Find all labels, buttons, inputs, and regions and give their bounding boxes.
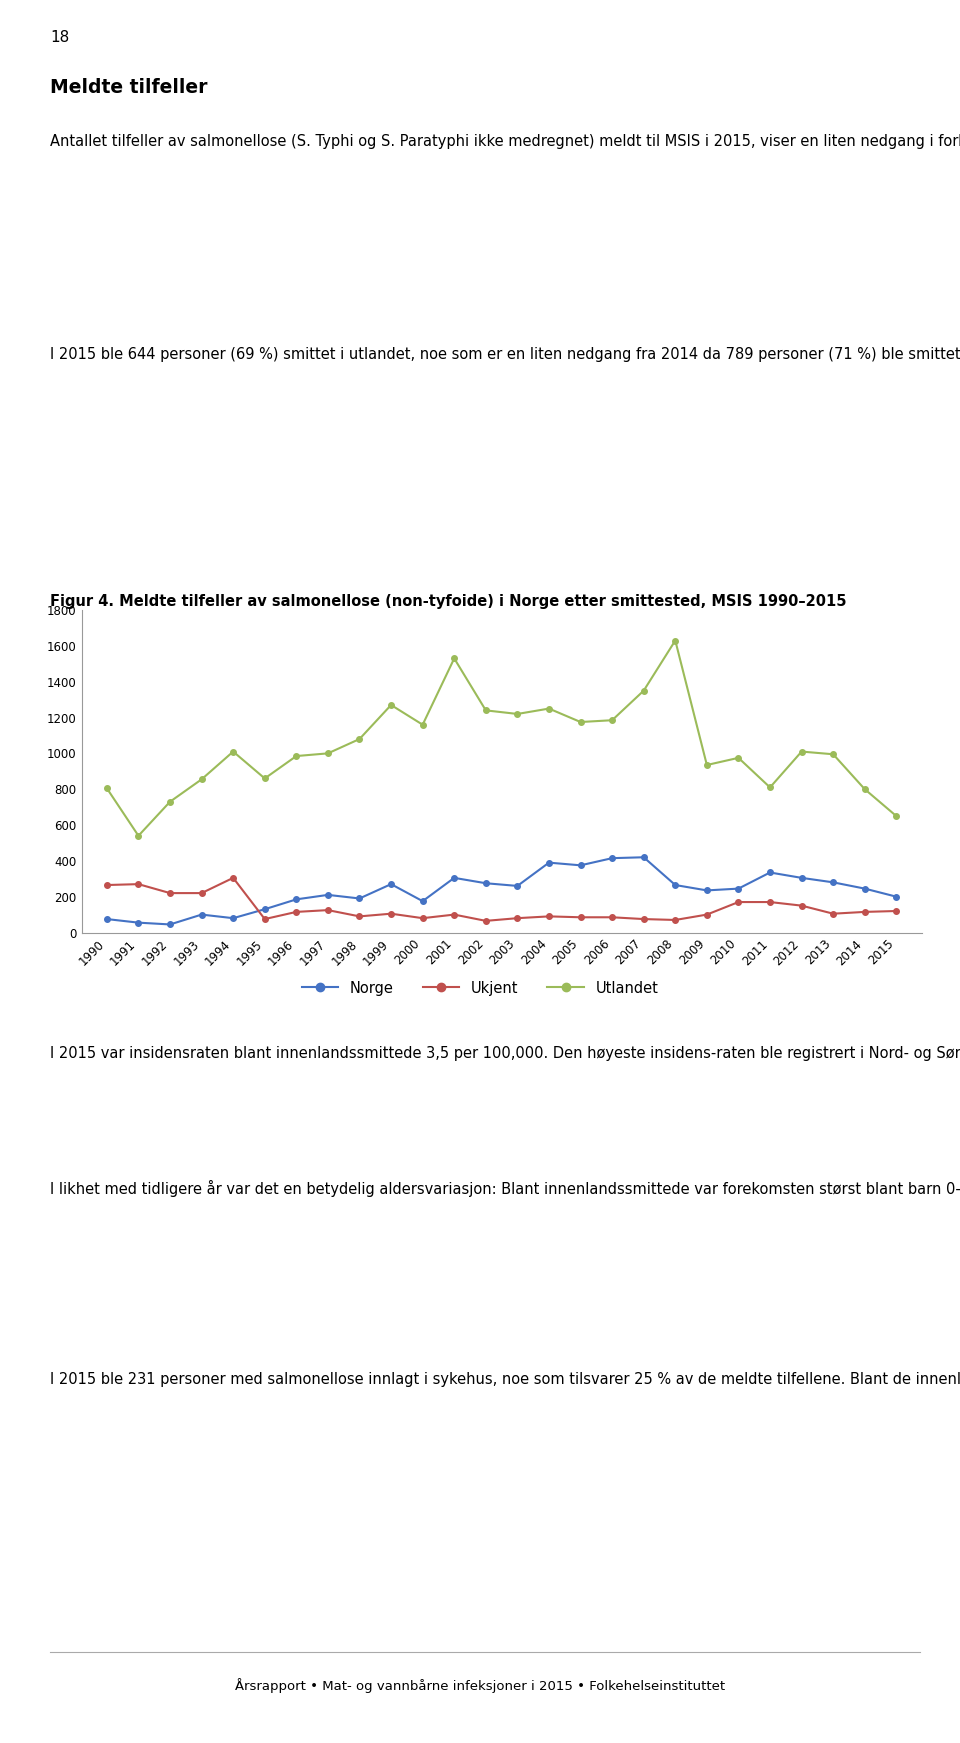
Ukjent <box>796 896 807 917</box>
Ukjent <box>575 906 587 927</box>
Utlandet <box>859 779 871 800</box>
Ukjent <box>701 905 712 926</box>
Utlandet <box>638 680 650 701</box>
Text: Årsrapport • Mat- og vannbårne infeksjoner i 2015 • Folkehelseinstituttet: Årsrapport • Mat- og vannbårne infeksjon… <box>235 1679 725 1692</box>
Utlandet <box>669 629 681 650</box>
Norge <box>228 908 239 929</box>
Norge <box>669 875 681 896</box>
Norge <box>512 875 523 896</box>
Norge <box>764 863 776 884</box>
Ukjent <box>417 908 428 929</box>
Ukjent <box>764 892 776 913</box>
Legend: Norge, Ukjent, Utlandet: Norge, Ukjent, Utlandet <box>296 974 664 1002</box>
Ukjent <box>448 905 460 926</box>
Text: I 2015 ble 231 personer med salmonellose innlagt i sykehus, noe som tilsvarer 25: I 2015 ble 231 personer med salmonellose… <box>50 1372 960 1387</box>
Ukjent <box>353 906 365 927</box>
Text: I 2015 ble 644 personer (69 %) smittet i utlandet, noe som er en liten nedgang f: I 2015 ble 644 personer (69 %) smittet i… <box>50 345 960 363</box>
Utlandet <box>543 699 555 720</box>
Ukjent <box>669 910 681 931</box>
Line: Norge: Norge <box>104 854 900 927</box>
Norge <box>701 880 712 901</box>
Ukjent <box>480 910 492 931</box>
Norge <box>196 905 207 926</box>
Ukjent <box>291 901 302 922</box>
Line: Ukjent: Ukjent <box>104 875 900 924</box>
Norge <box>132 912 144 933</box>
Utlandet <box>796 741 807 762</box>
Norge <box>323 884 334 905</box>
Text: 18: 18 <box>50 30 69 45</box>
Utlandet <box>353 729 365 749</box>
Ukjent <box>196 882 207 903</box>
Utlandet <box>164 791 176 812</box>
Text: Antallet tilfeller av salmonellose (S. Typhi og S. Paratyphi ikke medregnet) mel: Antallet tilfeller av salmonellose (S. T… <box>50 132 960 150</box>
Ukjent <box>607 906 618 927</box>
Ukjent <box>132 873 144 894</box>
Norge <box>480 873 492 894</box>
Utlandet <box>196 769 207 790</box>
Utlandet <box>323 743 334 763</box>
Utlandet <box>480 701 492 722</box>
Ukjent <box>228 868 239 889</box>
Norge <box>796 868 807 889</box>
Utlandet <box>764 777 776 798</box>
Norge <box>575 854 587 875</box>
Utlandet <box>607 709 618 730</box>
Norge <box>638 847 650 868</box>
Ukjent <box>101 875 112 896</box>
Text: I 2015 var insidensraten blant innenlandssmittede 3,5 per 100,000. Den høyeste i: I 2015 var insidensraten blant innenland… <box>50 1046 960 1061</box>
Norge <box>353 887 365 908</box>
Ukjent <box>638 908 650 929</box>
Ukjent <box>323 899 334 920</box>
Text: I likhet med tidligere år var det en betydelig aldersvariasjon: Blant innenlands: I likhet med tidligere år var det en bet… <box>50 1180 960 1197</box>
Norge <box>828 872 839 892</box>
Ukjent <box>828 903 839 924</box>
Utlandet <box>701 755 712 776</box>
Utlandet <box>828 744 839 765</box>
Norge <box>385 873 396 894</box>
Ukjent <box>385 903 396 924</box>
Line: Utlandet: Utlandet <box>104 638 900 838</box>
Ukjent <box>543 906 555 927</box>
Utlandet <box>891 805 902 826</box>
Ukjent <box>512 908 523 929</box>
Norge <box>291 889 302 910</box>
Norge <box>417 891 428 912</box>
Norge <box>859 878 871 899</box>
Norge <box>891 885 902 906</box>
Norge <box>607 847 618 868</box>
Ukjent <box>259 908 271 929</box>
Norge <box>732 878 744 899</box>
Utlandet <box>732 748 744 769</box>
Norge <box>164 913 176 934</box>
Ukjent <box>164 882 176 903</box>
Utlandet <box>385 694 396 715</box>
Ukjent <box>732 892 744 913</box>
Ukjent <box>859 901 871 922</box>
Norge <box>448 868 460 889</box>
Ukjent <box>891 901 902 922</box>
Utlandet <box>228 741 239 762</box>
Utlandet <box>512 704 523 725</box>
Norge <box>101 908 112 929</box>
Text: Meldte tilfeller: Meldte tilfeller <box>50 78 207 98</box>
Utlandet <box>101 777 112 798</box>
Norge <box>259 899 271 920</box>
Utlandet <box>448 648 460 669</box>
Utlandet <box>132 826 144 847</box>
Utlandet <box>575 711 587 732</box>
Utlandet <box>259 769 271 790</box>
Utlandet <box>417 715 428 736</box>
Norge <box>543 852 555 873</box>
Utlandet <box>291 746 302 767</box>
Text: Figur 4. Meldte tilfeller av salmonellose (non-tyfoide) i Norge etter smittested: Figur 4. Meldte tilfeller av salmonellos… <box>50 594 847 610</box>
